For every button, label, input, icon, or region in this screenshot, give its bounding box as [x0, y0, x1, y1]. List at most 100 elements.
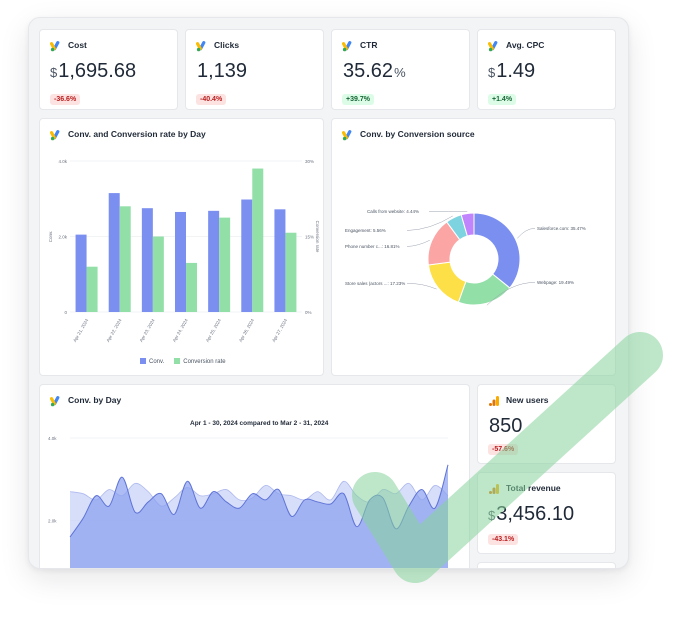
kpi-delta-badge: +39.7% [342, 94, 374, 105]
y-tick-label: 0 [64, 310, 67, 315]
legend-item: Conv. [140, 358, 164, 365]
legend-swatch [140, 358, 146, 364]
x-tick-label: Apr 24, 2024 [172, 318, 189, 343]
kpi-title: Total revenue [506, 483, 561, 493]
legend-item: Conversion rate [174, 358, 226, 365]
bar-conversion-rate [186, 262, 197, 312]
kpi-number: 1,695.68 [58, 60, 137, 82]
kpi-prefix: $ [488, 65, 496, 80]
kpi-title: New users [506, 395, 549, 405]
y-axis-label: Conv. [48, 231, 53, 242]
chart-title: Conv. by Conversion source [360, 129, 475, 139]
kpi-title: Clicks [214, 40, 240, 50]
legend-label: Conversion rate [183, 359, 226, 365]
kpi-number: 1.49 [496, 60, 536, 82]
leader-line [406, 239, 430, 247]
x-tick-label: Apr 25, 2024 [205, 318, 222, 343]
kpi-title: Avg. CPC [506, 40, 545, 50]
leader-line [486, 282, 536, 306]
bar-conversion-rate [219, 217, 231, 312]
y2-tick-label: 0% [305, 310, 312, 315]
bar-conversion-rate [86, 266, 98, 312]
x-tick-label: Apr 22, 2024 [105, 318, 122, 343]
bar-conversion-rate [252, 168, 264, 312]
y2-tick-label: 30% [305, 159, 314, 164]
kpi-delta-badge: -36.6% [50, 94, 81, 105]
slice-label: Engagement: 5.56% [345, 228, 386, 233]
area-chart: 2.0k 4.0k [48, 436, 449, 568]
kpi-card-ctr[interactable]: CTR 35.62% +39.7% [331, 29, 470, 110]
x-tick-label: Apr 27, 2024 [271, 318, 288, 343]
slice-label: Store sales (actors ...: 17.23% [345, 281, 405, 286]
bar-conv [274, 209, 286, 312]
kpi-delta-badge: -57.6% [488, 444, 519, 455]
chart-title: Conv. by Day [68, 395, 122, 405]
y-tick-label: 4.0k [48, 436, 57, 441]
kpi-delta-badge: -40.4% [196, 94, 227, 105]
dashboard-frame: Cost $1,695.68 -36.6% Clicks 1,139 -40.4… [28, 17, 629, 569]
slice-label: Calls from website: 4.44% [367, 209, 419, 214]
pie-slice [427, 261, 467, 303]
kpi-value: $3,456.10 [488, 503, 574, 526]
legend-swatch [174, 358, 181, 364]
kpi-value: $1.49 [488, 60, 536, 83]
bar-conversion-rate [152, 236, 164, 312]
kpi-value: 1,139 [196, 60, 248, 83]
kpi-value: 850 [488, 415, 522, 438]
bar-conv [108, 193, 120, 312]
bar-conv [175, 211, 186, 312]
y-tick-label: 2.0k [48, 519, 57, 524]
bar-conv [75, 234, 87, 312]
google-ads-icon [195, 39, 208, 52]
x-tick-label: Apr 21, 2024 [72, 318, 89, 343]
google-ads-icon [49, 128, 62, 141]
pie-chart-card[interactable]: Conv. by Conversion source Salesforce.co… [331, 118, 616, 376]
bar-conv [208, 210, 220, 312]
slice-label: Webpage: 19.49% [537, 280, 574, 285]
slice-label: Phone number c...: 16.81% [345, 244, 400, 249]
y2-axis-label: Conversion rate [315, 221, 320, 253]
pie-chart: Salesforce.com: 35.47% Webpage: 19.49% Sto… [345, 209, 586, 306]
bar-chart-legend: Conv. Conversion rate [140, 358, 226, 365]
area-chart-card[interactable]: Conv. by Day Apr 1 - 30, 2024 compared t… [39, 384, 470, 568]
y-tick-label: 4.0k [58, 159, 67, 164]
google-ads-icon [49, 394, 62, 407]
kpi-delta-badge: -43.1% [488, 534, 519, 545]
leader-line [406, 215, 453, 231]
kpi-number: 850 [489, 415, 523, 437]
chart-subtitle: Apr 1 - 30, 2024 compared to Mar 2 - 31,… [190, 420, 329, 427]
bar-conv [141, 208, 153, 312]
kpi-prefix: $ [488, 508, 496, 523]
leader-line [406, 283, 437, 290]
kpi-card-clicks[interactable]: Clicks 1,139 -40.4% [185, 29, 324, 110]
leader-line [517, 228, 536, 239]
kpi-delta-badge: +1.4% [488, 94, 517, 105]
kpi-title: Cost [68, 40, 87, 50]
kpi-title: CTR [360, 40, 378, 50]
partial-card [477, 562, 616, 568]
bar-conv [241, 199, 253, 312]
bar-chart: 0 2.0k 4.0k 0% 15% 30% Conv. Conversion rate Apr… [48, 159, 320, 343]
kpi-card-avg-cpc[interactable]: Avg. CPC $1.49 +1.4% [477, 29, 616, 110]
google-analytics-icon [488, 482, 500, 494]
kpi-value: $1,695.68 [50, 60, 137, 83]
kpi-card-cost[interactable]: Cost $1,695.68 -36.6% [39, 29, 178, 110]
bar-chart-card[interactable]: Conv. and Conversion rate by Day 0 2.0k 4.… [39, 118, 324, 376]
pie-slice [460, 212, 475, 237]
y2-tick-label: 15% [305, 235, 314, 240]
total-revenue-card[interactable]: Total revenue $3,456.10 -43.1% [477, 472, 616, 554]
kpi-value: 35.62% [342, 60, 406, 83]
y-tick-label: 2.0k [58, 235, 67, 240]
slice-label: Salesforce.com: 35.47% [537, 226, 586, 231]
google-ads-icon [341, 39, 354, 52]
chart-title: Conv. and Conversion rate by Day [68, 129, 206, 139]
pie-slice [473, 212, 521, 289]
legend-label: Conv. [149, 359, 165, 365]
google-ads-icon [49, 39, 62, 52]
new-users-card[interactable]: New users 850 -57.6% [477, 384, 616, 464]
kpi-number: 3,456.10 [496, 503, 575, 525]
x-tick-label: Apr 26, 2024 [238, 318, 255, 343]
google-analytics-icon [488, 394, 500, 406]
kpi-number: 35.62 [343, 60, 394, 82]
kpi-number: 1,139 [197, 60, 248, 82]
